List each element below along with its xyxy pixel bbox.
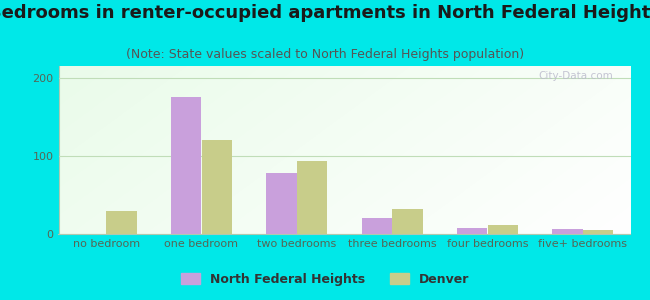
Bar <box>583 230 614 234</box>
Text: City-Data.com: City-Data.com <box>539 71 614 81</box>
Bar <box>488 225 518 234</box>
Bar <box>106 211 136 234</box>
Bar <box>457 228 488 234</box>
Bar <box>392 209 422 234</box>
Bar <box>552 229 583 234</box>
Text: (Note: State values scaled to North Federal Heights population): (Note: State values scaled to North Fede… <box>126 48 524 61</box>
Bar <box>202 140 232 234</box>
Legend: North Federal Heights, Denver: North Federal Heights, Denver <box>176 268 474 291</box>
Bar <box>361 218 392 234</box>
Bar <box>266 173 297 234</box>
Bar <box>171 97 202 234</box>
Text: Bedrooms in renter-occupied apartments in North Federal Heights: Bedrooms in renter-occupied apartments i… <box>0 4 650 22</box>
Bar <box>297 161 328 234</box>
